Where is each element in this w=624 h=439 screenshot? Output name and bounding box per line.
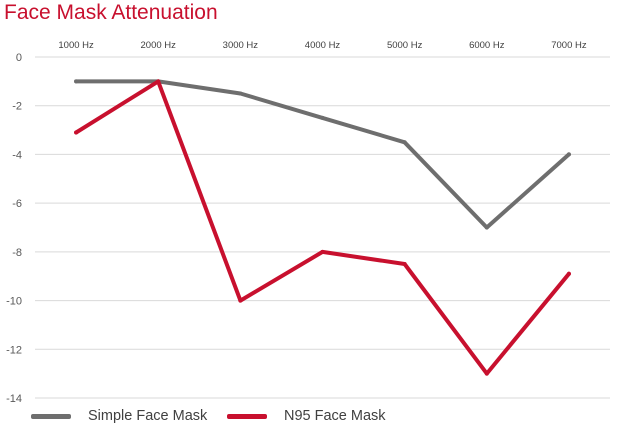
y-axis-tick-labels: 0 -2 -4 -6 -8 -10 -12 -14 [6, 52, 22, 405]
x-tick-label: 1000 Hz [58, 40, 94, 51]
data-point-n95-face-mask [402, 262, 407, 267]
data-point-n95-face-mask [484, 371, 489, 376]
legend: Simple Face Mask N95 Face Mask [0, 408, 624, 438]
legend-label-simple-face-mask: Simple Face Mask [88, 408, 208, 424]
y-tick-label: -8 [12, 247, 22, 259]
data-point-n95-face-mask [74, 130, 79, 135]
y-tick-label: -6 [12, 198, 22, 210]
data-point-simple-face-mask [402, 140, 407, 145]
legend-label-n95-face-mask: N95 Face Mask [284, 408, 386, 424]
x-tick-label: 2000 Hz [141, 40, 177, 51]
y-tick-label: 0 [16, 52, 22, 64]
data-point-n95-face-mask [566, 271, 571, 276]
data-point-simple-face-mask [484, 225, 489, 230]
y-tick-label: -12 [6, 344, 22, 356]
legend-item-n95-face-mask: N95 Face Mask [227, 408, 386, 424]
data-point-simple-face-mask [74, 79, 79, 84]
legend-swatch-simple-face-mask [31, 413, 71, 419]
x-tick-label: 4000 Hz [305, 40, 341, 51]
data-point-n95-face-mask [320, 249, 325, 254]
series-line-n95-face-mask [74, 79, 571, 376]
legend-item-simple-face-mask: Simple Face Mask [31, 408, 207, 424]
legend-swatch-n95-face-mask [227, 413, 267, 419]
data-point-n95-face-mask [238, 298, 243, 303]
data-point-simple-face-mask [238, 91, 243, 96]
y-tick-label: -14 [6, 393, 22, 405]
gridlines [35, 56, 610, 399]
x-tick-label: 7000 Hz [551, 40, 587, 51]
data-point-simple-face-mask [320, 115, 325, 120]
y-tick-label: -10 [6, 296, 22, 308]
y-tick-label: -2 [12, 101, 22, 113]
chart-title: Face Mask Attenuation [4, 1, 218, 24]
data-point-n95-face-mask [156, 79, 161, 84]
x-tick-label: 6000 Hz [469, 40, 505, 51]
y-tick-label: -4 [12, 149, 22, 161]
x-tick-label: 5000 Hz [387, 40, 423, 51]
data-point-simple-face-mask [566, 152, 571, 157]
x-axis-tick-labels: 1000 Hz 2000 Hz 3000 Hz 4000 Hz 5000 Hz 6000 … [58, 40, 586, 51]
series-lines [74, 79, 571, 376]
x-tick-label: 3000 Hz [223, 40, 259, 51]
